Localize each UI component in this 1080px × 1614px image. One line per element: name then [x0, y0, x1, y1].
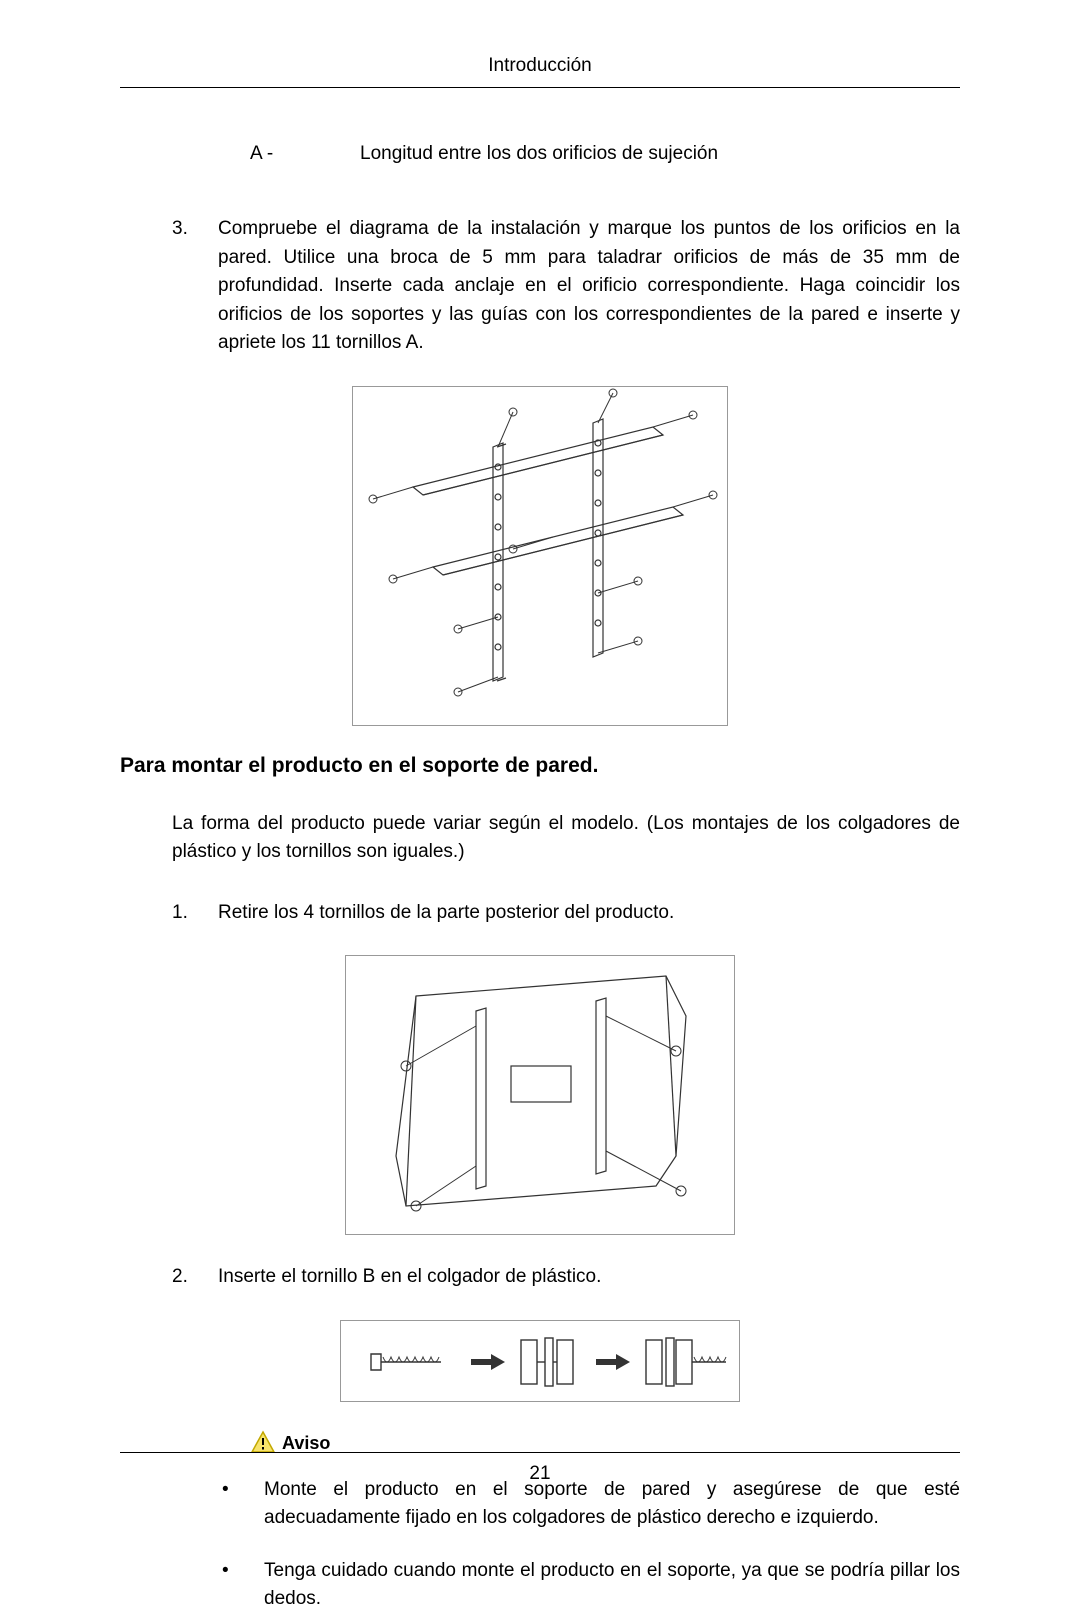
- step-number: 3.: [172, 215, 218, 358]
- figure-wall-mount-bracket: [352, 386, 728, 726]
- bullet-marker: •: [218, 1557, 264, 1614]
- definition-value: Longitud entre los dos orificios de suje…: [360, 143, 960, 165]
- step-text: Compruebe el diagrama de la instalación …: [218, 215, 960, 358]
- step-3: 3. Compruebe el diagrama de la instalaci…: [172, 215, 960, 358]
- aviso-heading: Aviso: [250, 1430, 960, 1454]
- page-number: 21: [529, 1463, 550, 1484]
- step-text: Inserte el tornillo B en el colgador de …: [218, 1263, 960, 1292]
- definition-row: A - Longitud entre los dos orificios de …: [250, 143, 960, 165]
- step-1: 1. Retire los 4 tornillos de la parte po…: [172, 899, 960, 928]
- bullet-text: Tenga cuidado cuando monte el producto e…: [264, 1557, 960, 1614]
- mount-intro: La forma del producto puede variar según…: [172, 810, 960, 867]
- definition-key: A -: [250, 143, 360, 165]
- aviso-bullet-2: • Tenga cuidado cuando monte el producto…: [218, 1557, 960, 1614]
- step-number: 1.: [172, 899, 218, 928]
- section-title: Para montar el producto en el soporte de…: [120, 754, 960, 778]
- warning-icon: [250, 1430, 276, 1454]
- step-number: 2.: [172, 1263, 218, 1292]
- page-header: Introducción: [120, 55, 960, 88]
- figure-screw-hanger: [340, 1320, 740, 1402]
- page: Introducción A - Longitud entre los dos …: [0, 0, 1080, 1527]
- aviso-label: Aviso: [282, 1433, 330, 1454]
- step-text: Retire los 4 tornillos de la parte poste…: [218, 899, 960, 928]
- page-footer: 21: [120, 1452, 960, 1485]
- step-2: 2. Inserte el tornillo B en el colgador …: [172, 1263, 960, 1292]
- figure-display-rear: [345, 955, 735, 1235]
